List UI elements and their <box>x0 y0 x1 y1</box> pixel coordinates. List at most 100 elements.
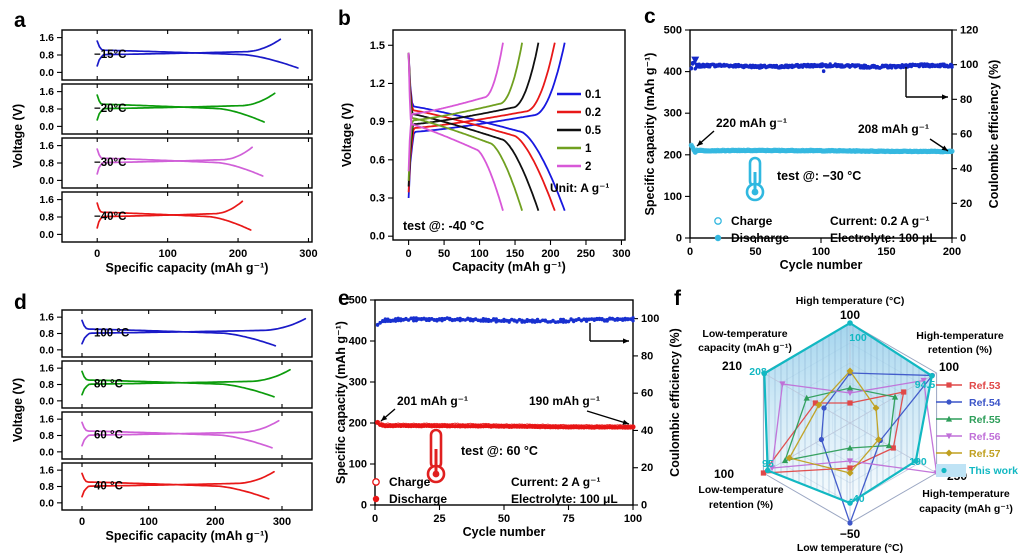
ce-point <box>422 316 426 321</box>
ce-point <box>548 320 553 324</box>
y-tick-label: 1.6 <box>39 312 54 324</box>
ce-point <box>489 318 493 323</box>
discharge-legend-marker <box>372 495 380 503</box>
left-tick-label: 500 <box>349 295 367 307</box>
y-axis-title: Voltage (V) <box>11 378 25 442</box>
ce-point <box>628 317 633 321</box>
x-tick-label: 0 <box>79 516 85 528</box>
left-tick-label: 400 <box>349 336 367 348</box>
y-tick-label: 0.3 <box>370 193 385 205</box>
radar-spoke <box>763 422 851 474</box>
ce-point <box>538 319 542 324</box>
radar-axis-label: retention (%) <box>709 499 773 511</box>
ce-point <box>468 317 473 321</box>
charge-curve <box>407 42 556 193</box>
discharge-curve <box>407 52 523 211</box>
x-tick-label: 200 <box>229 248 247 260</box>
y-tick-label: 1.6 <box>39 363 54 375</box>
temperature-label: −15°C <box>94 49 126 61</box>
x-tick-label: 150 <box>877 246 895 258</box>
ce-point <box>378 320 382 325</box>
ce-point <box>466 316 470 320</box>
legend-label: 0.1 <box>585 89 602 101</box>
x-axis-title: Specific capacity (mAh g⁻¹) <box>106 261 269 275</box>
left-tick-label: 100 <box>664 191 682 203</box>
ce-point <box>515 319 519 323</box>
ce-point <box>899 65 903 70</box>
y-tick-label: 1.6 <box>39 140 54 152</box>
ce-point <box>510 317 514 322</box>
this-work-value-label: 95 <box>762 458 774 470</box>
x-tick-label: 300 <box>299 248 317 260</box>
ce-point <box>414 316 418 320</box>
right-tick-label: 0 <box>641 500 647 512</box>
x-tick-label: 50 <box>749 246 761 258</box>
current-note: Current: 2 A g⁻¹ <box>511 475 600 489</box>
ce-point <box>479 318 483 322</box>
legend-label: Ref.54 <box>969 397 1001 409</box>
y-tick-label: 1.6 <box>39 32 54 44</box>
ce-point <box>473 317 478 321</box>
y-tick-label: 0.0 <box>370 231 385 243</box>
ce-point <box>541 318 545 323</box>
panel-label-b: b <box>338 7 351 30</box>
x-tick-label: 300 <box>273 516 291 528</box>
ce-point <box>597 316 602 321</box>
discharge-curve <box>96 94 265 123</box>
ce-point <box>577 317 581 321</box>
y-tick-label: 0.0 <box>39 395 54 407</box>
x-axis-title: Specific capacity (mAh g⁻¹) <box>106 529 269 543</box>
left-tick-label: 0 <box>676 233 682 245</box>
ce-point <box>543 319 547 323</box>
ce-point <box>569 317 573 321</box>
ce-point <box>430 316 434 321</box>
ce-point <box>502 317 506 322</box>
x-tick-label: 75 <box>562 513 574 525</box>
ce-point <box>432 318 437 322</box>
ce-point <box>391 319 395 323</box>
y-tick-label: 0.0 <box>39 67 54 79</box>
ce-point <box>584 319 589 323</box>
legend-label: Ref.53 <box>969 380 1001 392</box>
ce-point <box>618 317 622 321</box>
discharge-legend-label: Discharge <box>731 231 789 245</box>
ce-point <box>471 317 475 322</box>
ce-point <box>393 317 398 321</box>
discharge-legend-marker <box>714 234 722 242</box>
ce-point <box>481 317 486 321</box>
ce-point <box>525 317 529 322</box>
discharge-curve <box>81 472 270 500</box>
ce-point <box>383 319 388 324</box>
ce-point <box>497 319 501 323</box>
x-tick-label: 100 <box>812 246 830 258</box>
this-work-value-label: 190 <box>909 456 927 468</box>
discharge-curve <box>81 421 273 449</box>
ce-point <box>414 318 418 323</box>
ce-point <box>461 317 465 322</box>
ce-point <box>404 317 408 321</box>
ce-point <box>592 318 596 322</box>
ce-point <box>600 316 604 321</box>
right-tick-label: 100 <box>960 59 978 71</box>
ce-point <box>453 318 457 322</box>
ce-point <box>579 318 584 323</box>
panel-c-chart: 0 50 100 150 2000100200300400500020406080100… <box>643 25 1001 273</box>
radar-axis-max: 210 <box>722 359 742 373</box>
x-axis-title: Cycle number <box>463 525 546 539</box>
test-note: test @: 60 °C <box>461 444 538 458</box>
y-tick-label: 0.8 <box>39 212 54 224</box>
ce-point <box>559 319 563 324</box>
x-tick-label: 300 <box>612 248 630 260</box>
charge-legend-label: Charge <box>731 214 773 228</box>
ce-point <box>602 318 607 322</box>
discharge-curve <box>407 52 504 211</box>
left-tick-label: 200 <box>664 149 682 161</box>
ce-point <box>631 316 635 320</box>
this-work-value-label: 94.5 <box>915 379 936 391</box>
ce-point <box>689 67 694 71</box>
charge-curve <box>407 42 540 187</box>
ce-point <box>533 319 537 323</box>
ce-point <box>587 317 591 321</box>
x-tick-label: 200 <box>541 248 559 260</box>
